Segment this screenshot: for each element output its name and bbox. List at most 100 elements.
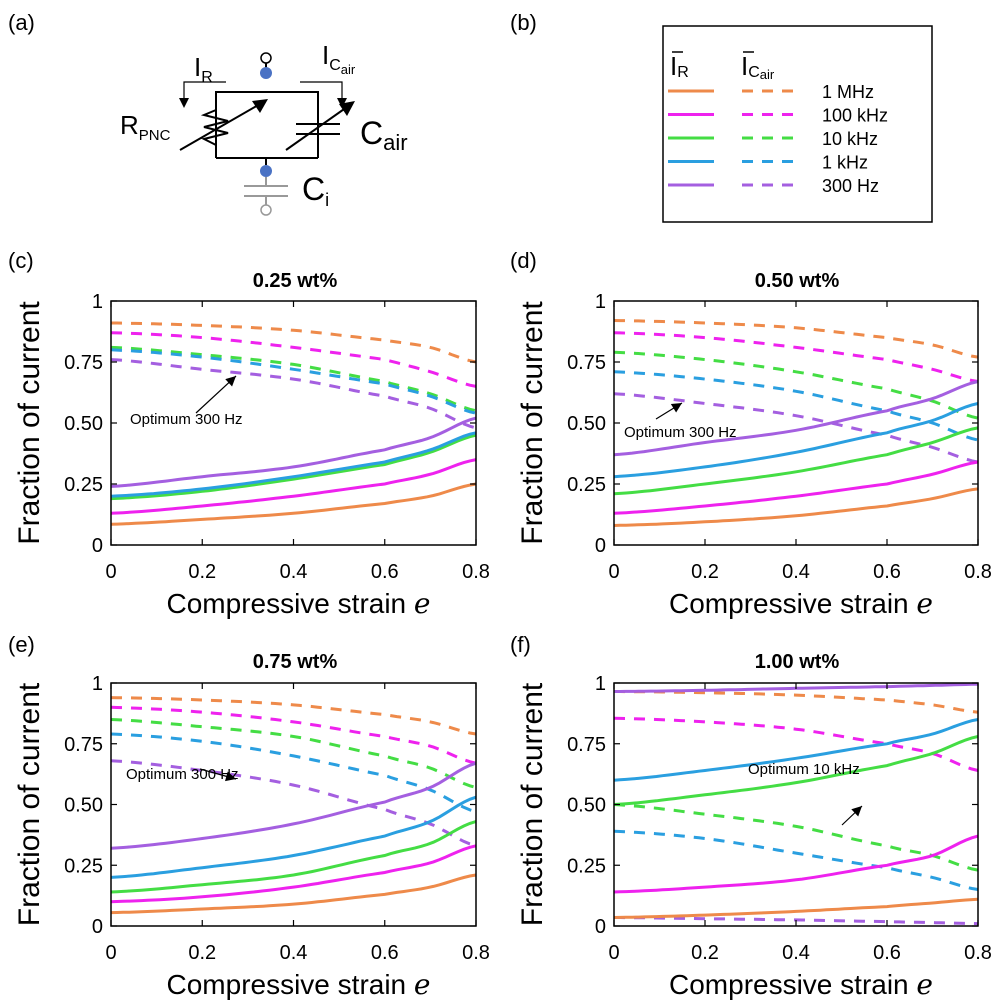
icair-label: ICair — [322, 40, 356, 77]
x-tick-label: 0.4 — [782, 942, 810, 964]
series-ir-1-mhz — [613, 487, 979, 527]
series-icair-300-hz — [613, 392, 979, 464]
node-top — [260, 67, 272, 79]
series-ir-100-khz — [110, 458, 477, 515]
ir-main: I — [194, 52, 201, 82]
x-tick-label: 0.6 — [873, 942, 901, 964]
series-icair-100-khz — [110, 331, 477, 388]
y-tick-label: 0 — [595, 916, 606, 938]
x-axis-label-text: Compressive strain — [669, 969, 916, 1000]
x-tick-label: 0.6 — [371, 561, 399, 583]
rpnc-main: R — [120, 110, 139, 140]
series-ir-1-mhz — [110, 873, 477, 915]
y-tick-label: 1 — [92, 291, 103, 313]
panel-label-f: (f) — [510, 632, 531, 657]
legend-header-c-subsub: air — [760, 67, 775, 82]
optimum-annotation: Optimum 300 Hz — [624, 424, 737, 441]
legend-header-c-main: I — [741, 51, 748, 81]
series-icair-300-hz — [614, 916, 979, 926]
series-ir-10-khz — [613, 426, 979, 496]
y-axis-label: Fraction of current — [13, 682, 46, 926]
annotation-arrowhead — [670, 403, 682, 413]
series-ir-1-khz — [110, 795, 477, 879]
series-ir-300-hz — [110, 416, 477, 488]
y-tick-label: 0.50 — [64, 413, 103, 435]
chart-panel-3: 1.00 wt% 0 0.2 0.4 0.6 0.8 0 0.25 0.50 0.75 1 Fract… — [516, 651, 992, 1001]
chart-panel-0: 0.25 wt% 0 0.2 0.4 0.6 0.8 0 0.25 0.50 0.75 1 Fract… — [13, 270, 490, 620]
x-axis-label-var: e — [414, 968, 431, 1001]
legend-label-1: 100 kHz — [822, 106, 888, 126]
x-tick-label: 0 — [105, 942, 116, 964]
y-tick-label: 0.50 — [567, 413, 606, 435]
panel-label-c: (c) — [8, 248, 34, 273]
ci-sub: i — [325, 190, 329, 210]
resistor-arrowhead — [252, 99, 268, 113]
x-axis-label-text: Compressive strain — [167, 588, 414, 619]
x-axis-label-var: e — [414, 587, 431, 620]
series-ir-1-khz — [613, 718, 979, 782]
legend-header-c: ICair — [741, 51, 775, 82]
y-tick-label: 0.50 — [567, 795, 606, 817]
y-tick-label: 0.25 — [64, 474, 103, 496]
y-tick-label: 0 — [92, 535, 103, 557]
series-icair-1-mhz — [110, 696, 477, 736]
series-ir-300-hz — [110, 761, 477, 850]
y-tick-label: 0 — [595, 535, 606, 557]
legend-header-r-main: I — [670, 51, 677, 81]
series-ir-10-khz — [613, 735, 979, 806]
x-axis-label: Compressive strain e — [669, 587, 933, 620]
legend-box — [662, 25, 933, 223]
y-tick-label: 0.75 — [64, 734, 103, 756]
series-ir-1-khz — [110, 431, 477, 498]
optimum-annotation: Optimum 300 Hz — [126, 766, 239, 783]
x-axis-label-text: Compressive strain — [167, 969, 414, 1000]
legend-label-2: 10 kHz — [822, 129, 878, 149]
series-icair-10-khz — [613, 803, 979, 872]
x-tick-label: 0.6 — [371, 942, 399, 964]
legend-header-r-sub: R — [677, 64, 689, 81]
x-tick-label: 0.2 — [188, 942, 216, 964]
panel-label-b: (b) — [510, 10, 537, 35]
y-tick-label: 0 — [92, 916, 103, 938]
legend-entries: 1 MHz 100 kHz 10 kHz 1 kHz 300 Hz — [668, 82, 888, 196]
x-axis-label: Compressive strain e — [167, 968, 431, 1001]
x-tick-label: 0.8 — [462, 942, 490, 964]
chart-panel-2: 0.75 wt% 0 0.2 0.4 0.6 0.8 0 0.25 0.50 0.75 1 Fract… — [13, 651, 490, 1001]
ir-arrow — [183, 81, 226, 102]
series-ir-300-hz — [613, 380, 979, 457]
series-ir-100-khz — [110, 844, 477, 904]
chart-title: 0.25 wt% — [253, 270, 338, 292]
x-tick-label: 0.4 — [280, 561, 308, 583]
circuit-diagram: IR ICair RPNC Cair Ci — [120, 40, 408, 216]
series-icair-100-khz — [110, 705, 477, 765]
x-axis-label: Compressive strain e — [167, 587, 431, 620]
y-tick-label: 1 — [92, 673, 103, 695]
capacitor-variable-arrow — [285, 106, 348, 151]
x-tick-label: 0 — [608, 942, 619, 964]
x-tick-label: 0 — [608, 561, 619, 583]
series-ir-10-khz — [110, 820, 477, 894]
x-axis-label-var: e — [916, 968, 933, 1001]
series-icair-10-khz — [110, 345, 477, 413]
terminal-top-open — [260, 52, 272, 64]
x-tick-label: 0.4 — [782, 561, 810, 583]
x-tick-label: 0.8 — [964, 561, 992, 583]
resistor-rpnc — [200, 109, 229, 146]
ir-arrowhead — [179, 98, 189, 108]
series-ir-100-khz — [613, 460, 979, 515]
optimum-annotation: Optimum 10 kHz — [748, 761, 860, 778]
x-tick-label: 0.2 — [691, 561, 719, 583]
icair-main: I — [322, 40, 329, 70]
legend-header-r: IR — [670, 51, 689, 81]
series-icair-1-mhz — [613, 319, 979, 359]
cair-label: Cair — [360, 115, 408, 155]
series-ir-1-mhz — [613, 897, 979, 919]
resistor-variable-arrow — [179, 103, 261, 151]
series-icair-300-hz — [110, 759, 477, 848]
series-icair-300-hz — [110, 358, 477, 430]
icair-subsub: air — [341, 62, 356, 77]
y-tick-label: 0.75 — [567, 352, 606, 374]
x-tick-label: 0.4 — [280, 942, 308, 964]
